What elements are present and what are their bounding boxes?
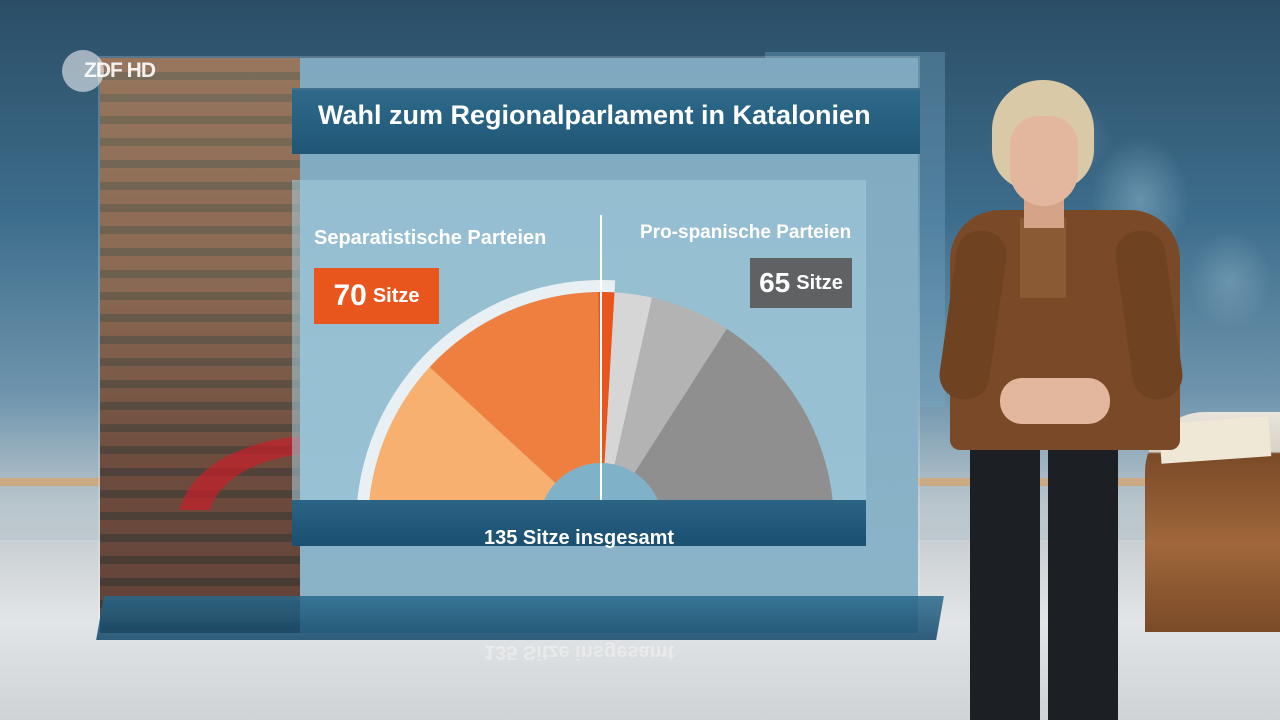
group-label-pro-spanish: Pro-spanische Parteien — [640, 222, 852, 243]
presenter-leg-left — [970, 440, 1040, 720]
presenter-leg-right — [1048, 440, 1118, 720]
total-seats-label: 135 Sitze insgesamt — [484, 527, 675, 549]
logo-text: ZDF HD — [84, 59, 156, 82]
title-bar — [292, 88, 920, 154]
seats-badge-separatist: 70 Sitze — [314, 268, 439, 324]
separatist-highlight-ring — [357, 280, 616, 500]
seats-unit-pro-spanish: Sitze — [796, 271, 843, 294]
presenter-top — [1020, 218, 1066, 298]
seat-segment-6 — [634, 328, 833, 500]
presenter — [936, 80, 1200, 720]
broadcaster-logo: ZDF HD — [62, 50, 182, 92]
total-seats-reflection: 135 Sitze insgesamt — [484, 641, 675, 663]
seat-segment-2 — [429, 292, 601, 483]
presenter-face — [1010, 116, 1078, 206]
total-seats-bar — [292, 500, 866, 546]
seat-segment-4 — [604, 292, 653, 465]
parliament-seats — [100, 360, 300, 510]
video-wall-base — [96, 596, 944, 640]
seat-segment-3 — [598, 292, 615, 464]
presenter-hands — [1000, 378, 1110, 424]
parliament-photo — [100, 58, 300, 633]
seats-unit-separatist: Sitze — [372, 284, 420, 307]
seats-badge-pro-spanish: 65 Sitze — [750, 258, 852, 308]
seats-count-pro-spanish: 65 — [759, 267, 791, 298]
seat-chart — [357, 215, 833, 500]
chart-title: Wahl zum Regionalparlament in Katalonien — [318, 100, 871, 130]
chart-panel — [292, 180, 866, 500]
group-label-separatist: Separatistische Parteien — [314, 227, 547, 249]
seat-segment-1 — [369, 367, 556, 500]
seat-segment-5 — [614, 297, 727, 473]
logo-circle-icon — [62, 50, 104, 92]
seats-count-separatist: 70 — [333, 279, 367, 312]
